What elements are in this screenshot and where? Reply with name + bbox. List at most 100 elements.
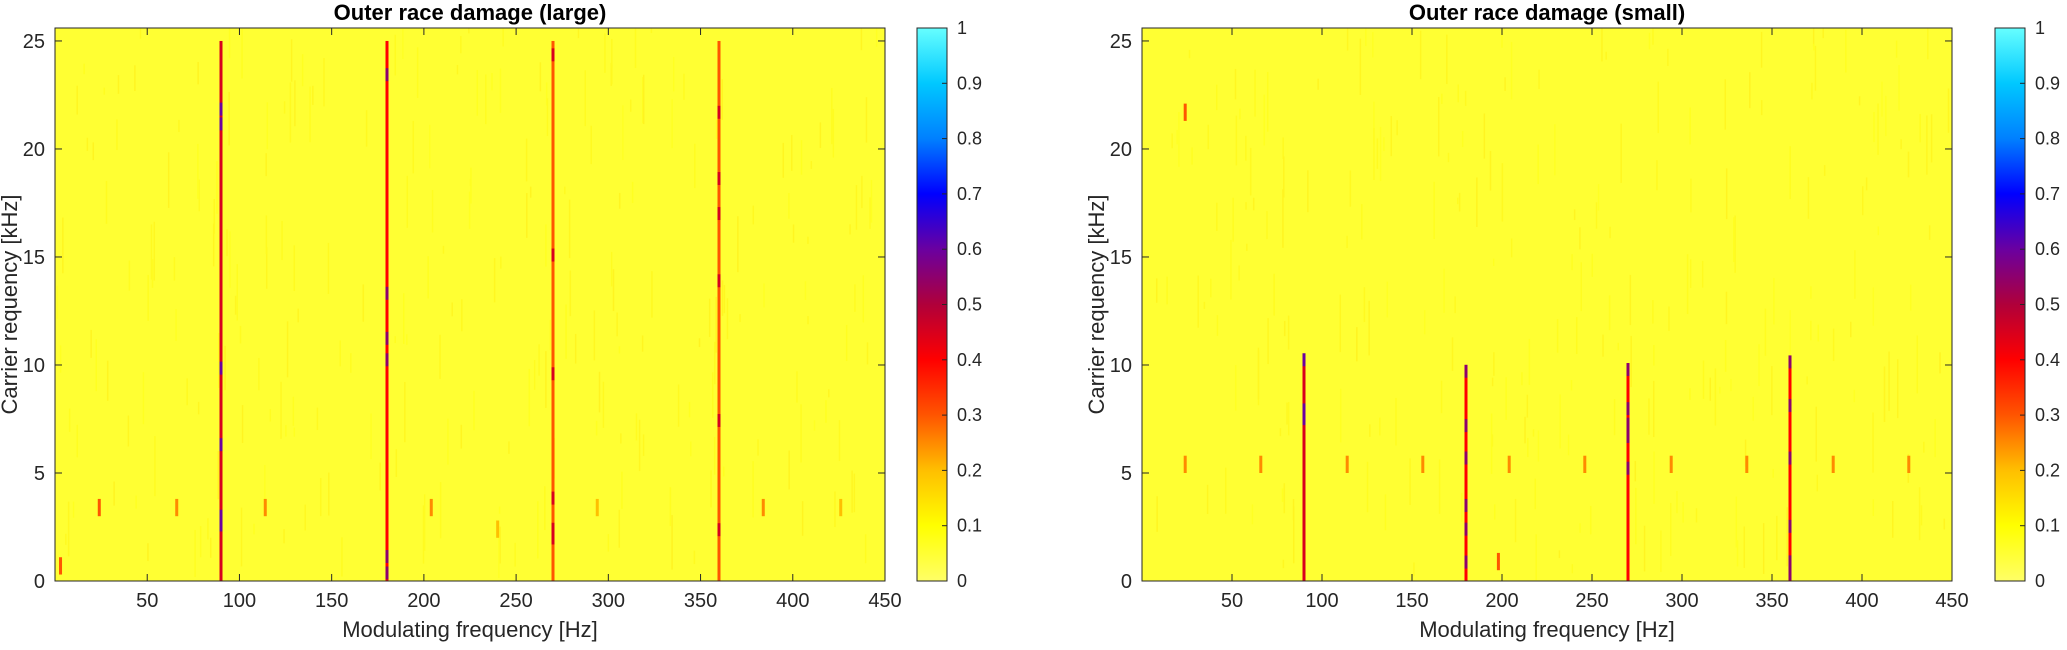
heatmap-cell (568, 199, 571, 259)
x-tick-label: 450 (868, 590, 901, 612)
heatmap-cell (1206, 484, 1209, 514)
heatmap-cell (1682, 502, 1684, 523)
harmonic-line-segment (1302, 353, 1306, 367)
harmonic-line-segment (385, 331, 389, 345)
heatmap-cell (226, 229, 228, 257)
heatmap-cell (1668, 306, 1670, 331)
heatmap-cell (468, 191, 471, 229)
heatmap-cell (76, 85, 78, 115)
harmonic-line-1 (1302, 364, 1306, 581)
heatmap-cell (832, 108, 835, 158)
heatmap-cell (792, 224, 795, 243)
heatmap-cell (178, 119, 180, 133)
heatmap-cell (525, 138, 528, 182)
heatmap-cell (1409, 458, 1411, 505)
heatmap-cell (671, 515, 673, 570)
heatmap-cell (341, 537, 343, 577)
heatmap-cell (834, 491, 836, 528)
harmonic-line-segment (1464, 364, 1468, 378)
heatmap-cell (1896, 359, 1899, 419)
heatmap-cell (1762, 523, 1765, 574)
heatmap-cell (791, 134, 793, 171)
heatmap-cell (671, 99, 673, 149)
heatmap-cell (1251, 504, 1254, 525)
chart-title: Outer race damage (large) (334, 0, 607, 25)
heatmap-cell (1947, 88, 1950, 133)
heatmap-cell (1246, 243, 1248, 251)
heatmap-cell (228, 91, 230, 146)
heatmap-cell (1900, 139, 1902, 150)
heatmap-cell (1254, 69, 1256, 117)
heatmap-cell (239, 325, 242, 344)
harmonic-line-segment (1626, 461, 1630, 475)
heatmap-cell (1854, 250, 1856, 299)
heatmap-cell (1725, 291, 1728, 325)
heatmap-cell (1438, 459, 1441, 514)
heatmap-cell (229, 231, 231, 288)
heatmap-cell (739, 314, 741, 323)
harmonic-line-segment (219, 117, 223, 131)
heatmap-cell (849, 224, 851, 235)
heatmap-cell (350, 353, 352, 373)
heatmap-cell (283, 529, 285, 544)
heatmap-cell (788, 450, 790, 490)
heatmap-cell (135, 495, 137, 509)
heatmap-cell (1845, 29, 1847, 73)
heatmap-cell (217, 450, 220, 500)
heatmap-cell (1888, 351, 1890, 411)
heatmap-cell (1823, 165, 1826, 176)
y-tick-label: 20 (23, 139, 45, 161)
heatmap-cell (584, 70, 587, 127)
heatmap-cell (127, 415, 130, 447)
heatmap-spot-8 (839, 498, 843, 517)
heatmap-cell (713, 436, 716, 475)
heatmap-spot-10 (1831, 455, 1835, 473)
heatmap-cell (1176, 129, 1178, 145)
heatmap-cell (807, 316, 809, 325)
y-tick-label: 25 (23, 31, 45, 53)
heatmap-cell (293, 427, 296, 437)
harmonic-line-segment (385, 550, 389, 563)
heatmap-cell (650, 28, 653, 34)
heatmap-cell (1589, 505, 1592, 535)
harmonic-line-segment (1788, 519, 1792, 533)
heatmap-cell (1815, 406, 1817, 462)
heatmap-cell (1489, 150, 1492, 191)
heatmap-cell (1812, 28, 1815, 47)
heatmap-cell (365, 110, 368, 147)
heatmap-cell (460, 424, 463, 449)
heatmap-cell (439, 482, 442, 539)
heatmap-cell (1676, 491, 1678, 514)
heatmap-cell (290, 39, 293, 82)
heatmap-cell (565, 304, 567, 359)
heatmap-cell (862, 275, 865, 323)
heatmap-cell (642, 434, 645, 456)
heatmap-cell (800, 404, 802, 463)
colorbar-tick-label: 0.2 (2035, 460, 2060, 480)
heatmap-cell (416, 47, 419, 98)
heatmap-cell (1591, 253, 1594, 277)
heatmap-cell (473, 390, 475, 431)
heatmap-cell (241, 28, 243, 79)
colorbar-tick-label: 0.1 (2035, 516, 2060, 536)
heatmap-cell (694, 143, 696, 189)
heatmap-cell (1232, 197, 1234, 242)
heatmap-cell (283, 101, 286, 114)
heatmap-cell (1510, 41, 1513, 100)
heatmap-spot-3 (263, 498, 267, 517)
heatmap-cell (1234, 365, 1237, 411)
heatmap-cell (1733, 217, 1735, 263)
heatmap-cell (285, 425, 287, 437)
heatmap-cell (1689, 107, 1691, 145)
heatmap-cell (693, 550, 696, 565)
heatmap-cell (150, 224, 153, 280)
heatmap-cell (1597, 184, 1600, 211)
heatmap-cell (595, 420, 598, 436)
heatmap-cell (714, 341, 716, 385)
heatmap-cell (838, 420, 841, 462)
heatmap-cell (294, 80, 296, 127)
heatmap-cell (175, 309, 177, 341)
heatmap-cell (1156, 496, 1158, 532)
y-tick-label: 0 (34, 571, 45, 593)
heatmap-cell (1281, 488, 1284, 502)
